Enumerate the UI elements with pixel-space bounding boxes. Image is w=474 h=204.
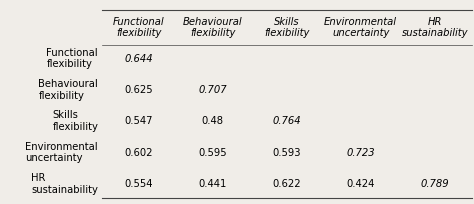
Text: 0.707: 0.707 xyxy=(199,85,227,95)
Text: 0.554: 0.554 xyxy=(125,179,153,189)
Text: 0.441: 0.441 xyxy=(199,179,227,189)
Text: 0.593: 0.593 xyxy=(273,147,301,157)
Text: 0.595: 0.595 xyxy=(199,147,227,157)
Text: 0.547: 0.547 xyxy=(125,116,153,126)
Text: Skills
flexibility: Skills flexibility xyxy=(264,17,310,38)
Text: 0.644: 0.644 xyxy=(125,54,153,64)
Text: 0.48: 0.48 xyxy=(202,116,224,126)
Text: 0.424: 0.424 xyxy=(346,179,375,189)
Text: Functional
flexibility: Functional flexibility xyxy=(113,17,164,38)
Text: Environmental
uncertainty: Environmental uncertainty xyxy=(26,142,98,163)
Text: HR
sustainability: HR sustainability xyxy=(31,173,98,195)
Text: Behavioural
flexibility: Behavioural flexibility xyxy=(183,17,243,38)
Text: Skills
flexibility: Skills flexibility xyxy=(52,110,98,132)
Text: 0.625: 0.625 xyxy=(125,85,153,95)
Text: Environmental
uncertainty: Environmental uncertainty xyxy=(324,17,397,38)
Text: 0.622: 0.622 xyxy=(273,179,301,189)
Text: Behavioural
flexibility: Behavioural flexibility xyxy=(38,79,98,101)
Text: Functional
flexibility: Functional flexibility xyxy=(46,48,98,70)
Text: 0.764: 0.764 xyxy=(273,116,301,126)
Text: 0.602: 0.602 xyxy=(125,147,153,157)
Text: 0.789: 0.789 xyxy=(420,179,449,189)
Text: HR
sustainability: HR sustainability xyxy=(401,17,468,38)
Text: 0.723: 0.723 xyxy=(346,147,375,157)
